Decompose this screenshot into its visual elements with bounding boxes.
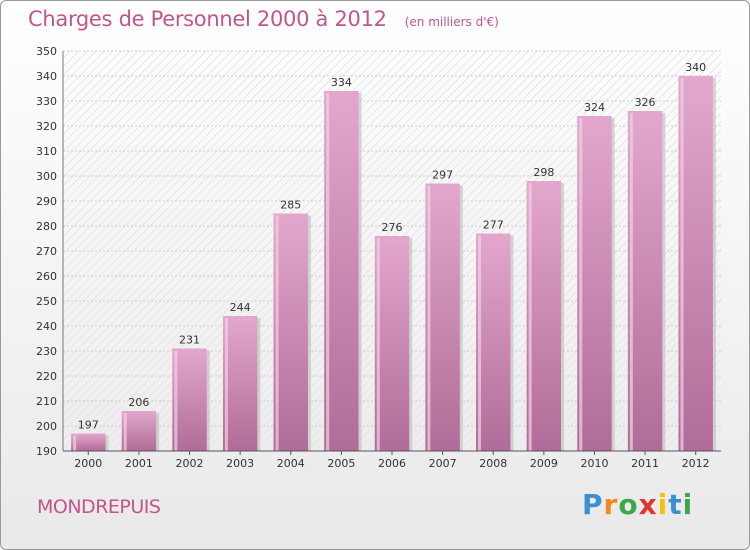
y-tick-label: 320 [36,120,57,133]
data-label: 244 [230,301,251,314]
logo-letter: o [618,488,639,521]
x-tick-label: 2000 [74,457,102,470]
y-tick-label: 350 [36,45,57,58]
y-tick-label: 260 [36,270,57,283]
logo-letter: i [657,488,669,521]
x-tick-label: 2006 [378,457,406,470]
y-tick-label: 220 [36,370,57,383]
x-tick-label: 2003 [226,457,254,470]
x-tick-label: 2002 [176,457,204,470]
bar-2003 [222,316,258,451]
bar-highlight [224,318,228,451]
x-tick-label: 2010 [580,457,608,470]
bar-highlight [123,413,127,451]
data-label: 326 [635,96,656,109]
y-axis: 190 200 210 220 230 240 250 260 270 280 290 300 310 3… [36,45,57,458]
data-label: 277 [483,219,504,232]
x-tick-label: 2007 [429,457,457,470]
chart-title: Charges de Personnel 2000 à 2012 [28,7,387,31]
x-tick-label: 2011 [631,457,659,470]
bar-highlight [73,435,77,451]
bar-2002 [172,348,207,451]
data-label: 197 [78,419,99,432]
bar-2004 [273,213,308,451]
x-tick-label: 2012 [682,457,710,470]
bar-highlight [579,118,583,451]
y-tick-label: 300 [36,170,57,183]
y-tick-label: 310 [36,145,57,158]
data-label: 297 [432,169,453,182]
bar-highlight [629,113,633,451]
y-tick-label: 250 [36,295,57,308]
data-label: 324 [584,101,605,114]
x-tick-label: 2005 [327,457,355,470]
bar-2012 [678,76,713,451]
bar-2009 [526,181,562,451]
y-tick-label: 340 [36,70,57,83]
data-label: 334 [331,76,352,89]
title-block: Charges de Personnel 2000 à 2012 (en mill… [28,7,499,31]
logo-letter: P [582,488,604,521]
proxiti-logo[interactable]: Proxiti [582,488,693,521]
y-tick-label: 210 [36,395,57,408]
logo-letter: x [638,488,658,521]
data-label: 298 [533,166,554,179]
x-axis: 2000 2001 2002 2003 2004 2005 2006 2007 2008 2009… [74,451,710,470]
bar-2006 [374,236,410,451]
data-label: 340 [685,61,706,74]
commune-name: MONDREPUIS [37,496,161,518]
y-tick-label: 230 [36,345,57,358]
logo-letter: i [682,488,694,521]
bar-highlight [376,238,380,451]
data-label: 285 [280,199,301,212]
y-tick-label: 330 [36,95,57,108]
bar-highlight [275,215,279,451]
bar-highlight [680,78,684,451]
data-label: 206 [128,396,149,409]
y-tick-label: 270 [36,245,57,258]
y-tick-label: 240 [36,320,57,333]
y-tick-label: 290 [36,195,57,208]
bar-highlight [326,93,330,451]
data-label: 231 [179,334,200,347]
bar-2007 [425,183,460,451]
y-tick-label: 200 [36,420,57,433]
x-tick-label: 2009 [530,457,558,470]
bar-highlight [528,183,532,451]
bar-2010 [577,116,612,451]
bar-highlight [478,235,482,451]
bar-2005 [324,91,359,451]
x-tick-label: 2008 [479,457,507,470]
logo-letter: t [668,488,683,521]
bar-highlight [174,350,178,451]
bar-2011 [627,111,663,451]
y-tick-label: 190 [36,445,57,458]
y-tick-label: 280 [36,220,57,233]
bar-2008 [476,233,511,451]
chart-subtitle: (en milliers d'€) [404,15,499,29]
bars: 197 206 231 244 285 334 276 297 277 298 324 326 340 [71,61,716,451]
x-tick-label: 2004 [277,457,305,470]
data-label: 276 [382,221,403,234]
bar-highlight [427,185,431,451]
logo-letter: r [603,488,619,521]
bar-2000 [71,433,106,451]
x-tick-label: 2001 [125,457,153,470]
bar-2001 [121,411,157,451]
